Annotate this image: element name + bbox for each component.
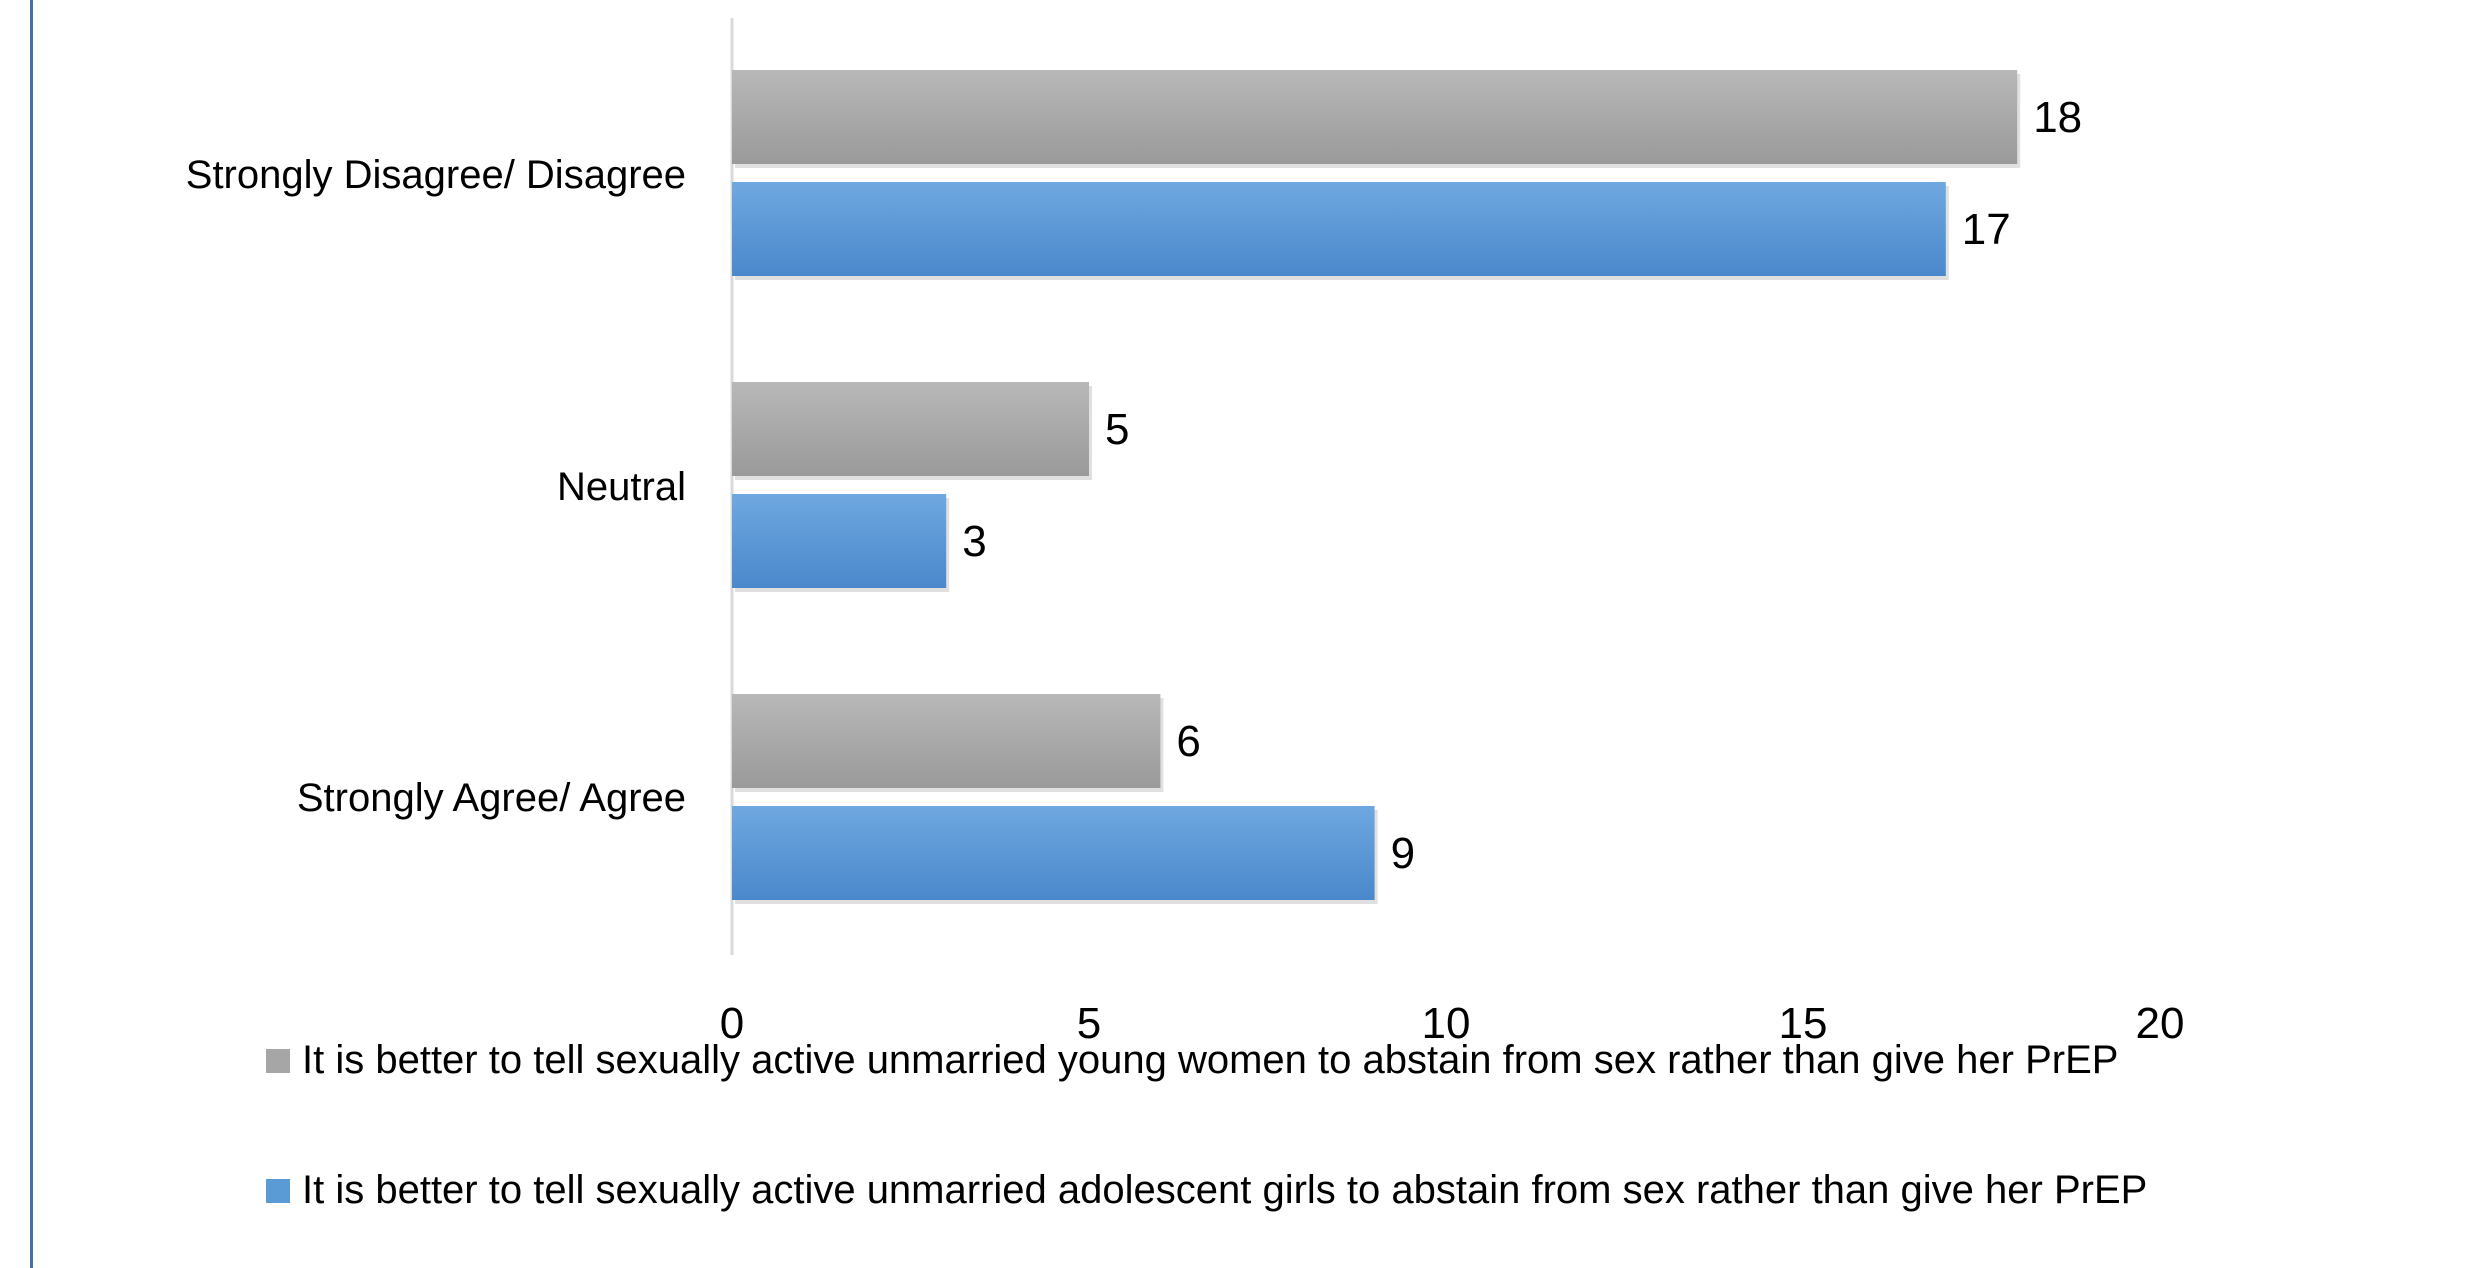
data-label: 6 xyxy=(1176,717,1200,766)
bar xyxy=(732,494,947,588)
legend-label-adolescent-girls: It is better to tell sexually active unm… xyxy=(302,1168,2148,1212)
x-tick-label: 5 xyxy=(1077,999,1101,1048)
category-label: Neutral xyxy=(557,465,686,509)
bar xyxy=(732,182,1946,276)
category-label: Strongly Agree/ Agree xyxy=(297,776,686,820)
legend-item-adolescent-girls: It is better to tell sexually active unm… xyxy=(266,1168,2147,1213)
frame-border xyxy=(30,0,33,1268)
category-label: Strongly Disagree/ Disagree xyxy=(186,153,686,197)
x-tick-label: 20 xyxy=(2136,999,2185,1048)
x-tick-label: 15 xyxy=(1779,999,1828,1048)
data-label: 18 xyxy=(2033,93,2082,142)
legend-item-young-women: It is better to tell sexually active unm… xyxy=(266,1038,2118,1083)
legend-label-young-women: It is better to tell sexually active unm… xyxy=(302,1038,2119,1082)
data-label: 17 xyxy=(1962,205,2011,254)
data-label: 5 xyxy=(1105,405,1129,454)
x-tick-label: 0 xyxy=(720,999,744,1048)
bar xyxy=(732,70,2018,164)
bar xyxy=(732,806,1375,900)
data-label: 3 xyxy=(962,517,986,566)
legend-swatch-gray xyxy=(266,1048,290,1073)
legend-swatch-blue xyxy=(266,1178,290,1203)
data-label: 9 xyxy=(1391,829,1415,878)
bar xyxy=(732,694,1161,788)
bar xyxy=(732,382,1089,476)
x-tick-label: 10 xyxy=(1422,999,1471,1048)
